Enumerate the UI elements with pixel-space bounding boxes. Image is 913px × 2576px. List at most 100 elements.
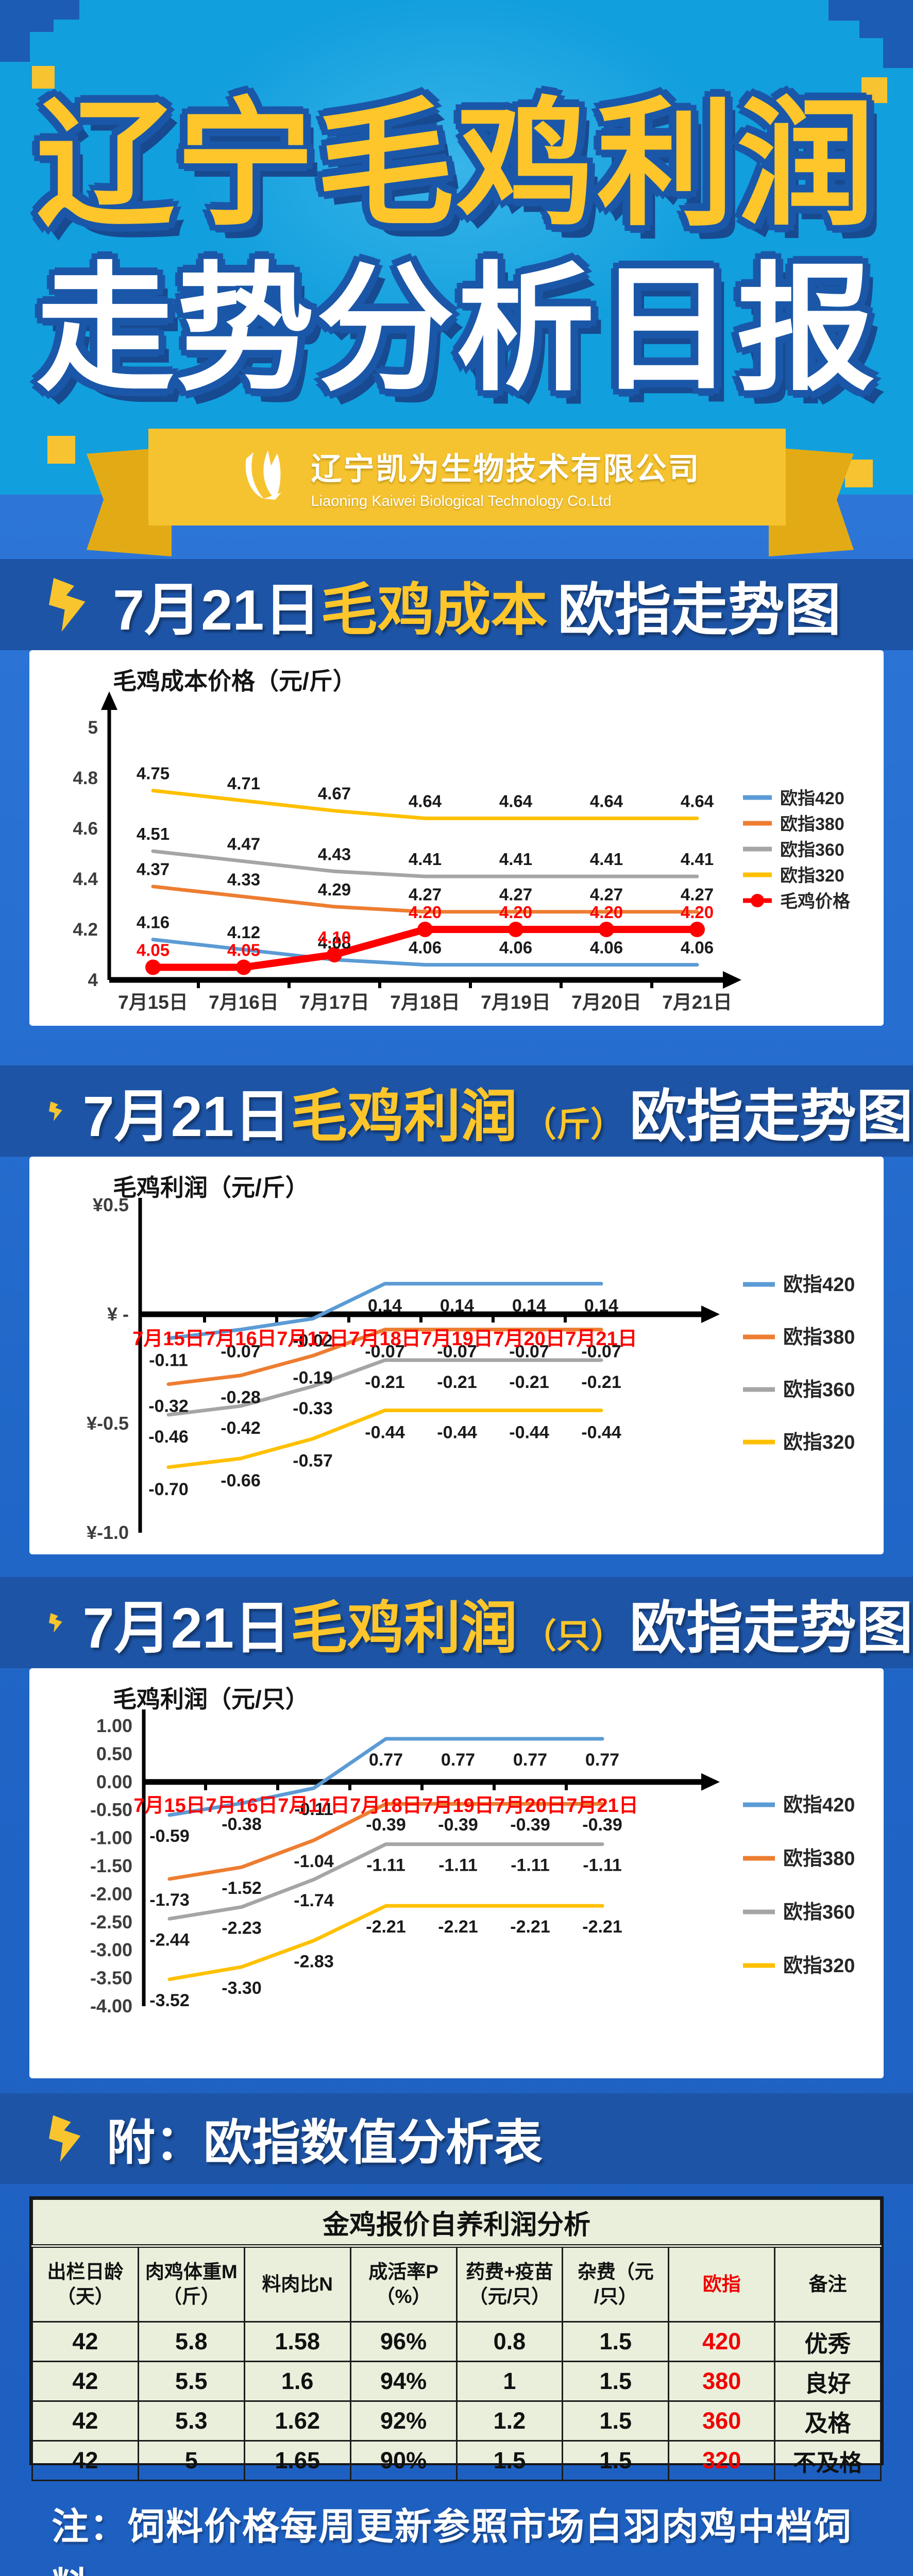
svg-text:7月15日: 7月15日 [132,1328,204,1350]
svg-text:7月20日: 7月20日 [494,1795,566,1817]
pixel-decoration [54,0,79,20]
table-cell: 1.6 [243,2361,351,2402]
svg-text:7月15日: 7月15日 [133,1795,205,1817]
svg-text:4.33: 4.33 [227,870,260,889]
svg-text:-0.39: -0.39 [510,1815,550,1835]
svg-text:-0.21: -0.21 [437,1372,477,1392]
svg-text:-3.30: -3.30 [222,1978,262,1998]
cost-chart-card: 毛鸡成本价格（元/斤） 5 4.8 4.6 4.4 4.2 4 4.16 4.12 4.08 4.… [29,650,884,1026]
svg-text:4.05: 4.05 [137,941,170,960]
legend-label: 欧指380 [780,815,844,834]
table-row: 42 5.5 1.6 94% 1 1.5 380 良好 [31,2361,882,2402]
svg-text:-2.23: -2.23 [222,1918,262,1938]
legend-label: 毛鸡价格 [780,892,851,911]
svg-text:4.4: 4.4 [73,869,98,889]
table-cell: 380 [668,2361,776,2402]
svg-text:4.27: 4.27 [499,885,532,904]
svg-text:-0.39: -0.39 [438,1815,478,1835]
svg-text:4.20: 4.20 [499,903,532,922]
svg-text:7月20日: 7月20日 [571,992,641,1013]
profit-jin-chart-card: 毛鸡利润（元/斤） ¥0.5 ¥ - ¥-0.5 ¥-1.0 -0.11 -0.07 -0.… [29,1157,884,1554]
svg-text:4.64: 4.64 [681,791,714,810]
svg-text:-3.00: -3.00 [90,1939,132,1960]
svg-text:-0.39: -0.39 [582,1815,622,1835]
svg-text:7月19日: 7月19日 [481,992,551,1013]
cost-chart-canvas: 5 4.8 4.6 4.4 4.2 4 4.16 4.12 4.08 4.06 4.06 4.06 4.… [29,691,884,1024]
svg-text:-1.11: -1.11 [438,1856,478,1875]
table-cell: 90% [349,2440,458,2481]
pixel-decoration [829,0,859,21]
table-cell: 94% [349,2361,458,2402]
svg-text:0.14: 0.14 [368,1296,402,1316]
svg-text:-0.07: -0.07 [509,1342,549,1362]
svg-text:-0.44: -0.44 [581,1423,621,1443]
svg-text:-0.44: -0.44 [509,1423,549,1443]
svg-text:4.06: 4.06 [681,938,714,957]
svg-text:7月16日: 7月16日 [209,992,279,1013]
svg-text:-2.21: -2.21 [582,1917,622,1937]
table-cell: 92% [349,2400,458,2442]
section-header-profit-jin: 7月21日毛鸡利润 （斤）欧指走势图 [0,1065,913,1157]
legend-label: 欧指420 [783,1794,855,1816]
arrow-icon [49,1613,62,1633]
svg-text:4.20: 4.20 [409,903,442,922]
svg-text:-0.02: -0.02 [293,1331,333,1350]
svg-text:0.50: 0.50 [96,1743,132,1764]
pixel-decoration [861,77,887,103]
analysis-table: 金鸡报价自养利润分析 出栏日龄 （天） 肉鸡体重M （斤） 料肉比N 成活率P （%）药… [31,2198,882,2481]
svg-text:7月17日: 7月17日 [277,1328,348,1350]
svg-text:4.27: 4.27 [590,885,623,904]
svg-text:4.06: 4.06 [590,938,623,957]
svg-text:4.27: 4.27 [409,885,442,904]
svg-text:4.37: 4.37 [137,860,170,879]
svg-text:-2.21: -2.21 [366,1917,406,1937]
pixel-decoration [883,38,913,68]
table-cell: 5.3 [137,2400,245,2442]
table-cell: 1.5 [562,2321,670,2362]
poster-title-line1: 辽宁毛鸡利润 [36,87,877,242]
table-cell: 96% [349,2321,458,2362]
header: 辽宁毛鸡利润 走势分析日报 [0,0,913,495]
svg-text:7月18日: 7月18日 [349,1328,420,1350]
legend-label: 欧指420 [783,1274,855,1296]
svg-text:4.12: 4.12 [227,923,260,942]
svg-text:4.41: 4.41 [499,850,532,869]
svg-text:4.67: 4.67 [318,784,351,803]
section-header-table: 附：欧指数值分析表 [0,2093,913,2184]
table-cell: 42 [31,2361,139,2402]
note-text: 注：饲料价格每周更新参照市场白羽肉鸡中档饲料 价格，雏价和毛鸡价参照金鸡报价沈阳… [52,2506,853,2576]
svg-text:4.20: 4.20 [681,903,714,922]
svg-text:-3.50: -3.50 [90,1968,132,1989]
svg-text:-0.19: -0.19 [293,1368,333,1388]
table-header-cell: 出栏日龄 （天） [31,2245,139,2323]
pixel-decoration [0,32,30,62]
chart-title: 毛鸡成本价格（元/斤） [113,668,357,694]
svg-text:4: 4 [88,970,98,990]
svg-text:4.27: 4.27 [681,885,714,904]
svg-text:4.43: 4.43 [318,844,351,863]
section-header-cost: 7月21日毛鸡成本 欧指走势图 [0,559,913,650]
pixel-decoration [0,0,54,32]
svg-text:¥-0.5: ¥-0.5 [87,1413,129,1434]
svg-text:-1.11: -1.11 [511,1856,550,1875]
legend-label: 欧指320 [783,1955,855,1977]
svg-text:1.00: 1.00 [96,1715,132,1736]
legend-label: 欧指380 [783,1848,855,1870]
company-banner: 辽宁凯为生物技术有限公司 Liaoning Kaiwei Biological … [148,429,786,526]
svg-text:-0.11: -0.11 [294,1800,333,1819]
svg-text:7月17日: 7月17日 [299,992,369,1013]
pixel-decoration [47,436,75,464]
svg-text:¥-1.0: ¥-1.0 [87,1522,129,1543]
table-cell: 42 [31,2400,139,2442]
table-cell: 良好 [774,2361,882,2402]
table-cell: 1 [455,2361,564,2402]
svg-text:0.77: 0.77 [585,1750,619,1770]
svg-text:4.41: 4.41 [681,850,714,869]
svg-text:-0.11: -0.11 [149,1351,188,1370]
table-cell: 优秀 [774,2321,882,2362]
svg-text:-2.83: -2.83 [294,1952,334,1972]
svg-text:-2.21: -2.21 [438,1917,478,1937]
pixel-decoration [32,66,55,89]
table-header-cell: 药费+疫苗 （元/只） [455,2245,564,2323]
